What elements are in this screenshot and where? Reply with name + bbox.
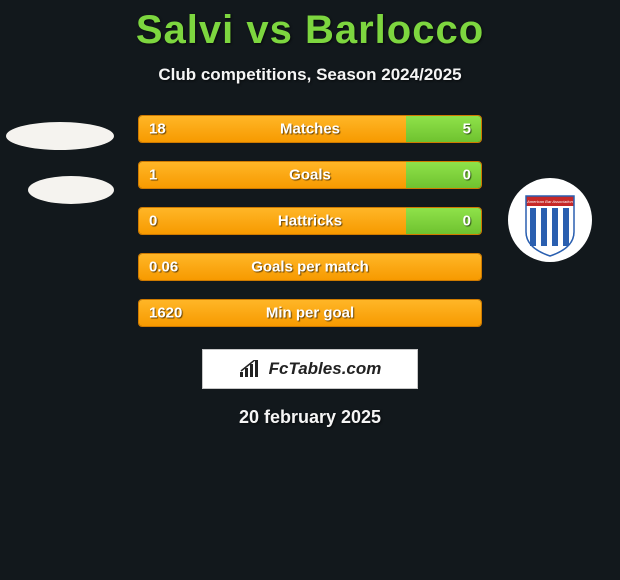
bar-value-right: 5	[463, 121, 471, 138]
bar-row: Hattricks 0 0	[138, 207, 482, 235]
bar-row: Goals per match 0.06	[138, 253, 482, 281]
svg-text:American Bar Association: American Bar Association	[526, 199, 573, 204]
bar-label: Matches	[280, 121, 340, 138]
bar-row: Min per goal 1620	[138, 299, 482, 327]
bar-value-right: 0	[463, 213, 471, 230]
club-badge-right: American Bar Association	[508, 178, 592, 262]
bar-value-left: 0	[149, 213, 157, 230]
date-line: 20 february 2025	[0, 407, 620, 428]
bar-label: Goals per match	[251, 259, 369, 276]
decorative-ellipse	[28, 176, 114, 204]
source-badge-text: FcTables.com	[269, 359, 382, 379]
decorative-ellipse	[6, 122, 114, 150]
bar-row: Matches 18 5	[138, 115, 482, 143]
bar-segment-left	[139, 208, 406, 234]
bar-label: Goals	[289, 167, 331, 184]
bar-row: Goals 1 0	[138, 161, 482, 189]
bar-segment-left	[139, 116, 406, 142]
bar-segment-left	[139, 162, 406, 188]
bar-value-left: 18	[149, 121, 166, 138]
chart-icon	[239, 360, 263, 378]
bar-value-right: 0	[463, 167, 471, 184]
club-shield-icon: American Bar Association	[508, 178, 592, 262]
bar-label: Hattricks	[278, 213, 342, 230]
page-title: Salvi vs Barlocco	[0, 0, 620, 53]
subtitle: Club competitions, Season 2024/2025	[0, 65, 620, 85]
bar-value-left: 1620	[149, 305, 182, 322]
source-badge: FcTables.com	[202, 349, 418, 389]
bar-value-left: 1	[149, 167, 157, 184]
bar-label: Min per goal	[266, 305, 354, 322]
bar-value-left: 0.06	[149, 259, 178, 276]
